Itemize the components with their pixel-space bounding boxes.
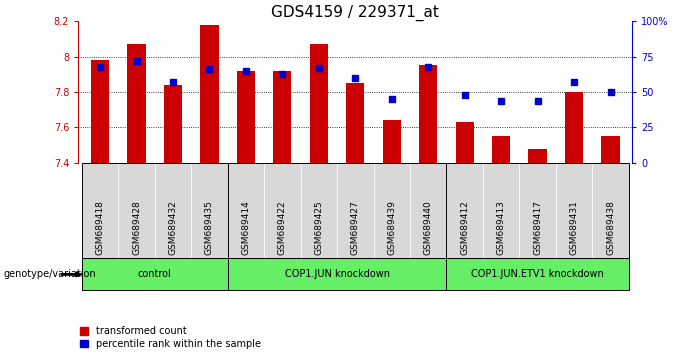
Text: COP1.JUN knockdown: COP1.JUN knockdown bbox=[284, 269, 390, 279]
Text: COP1.JUN.ETV1 knockdown: COP1.JUN.ETV1 knockdown bbox=[471, 269, 604, 279]
Text: GSM689431: GSM689431 bbox=[570, 200, 579, 255]
Text: control: control bbox=[138, 269, 171, 279]
Text: GSM689435: GSM689435 bbox=[205, 200, 214, 255]
Bar bbox=[419, 65, 437, 163]
Bar bbox=[273, 71, 292, 163]
Bar bbox=[201, 25, 218, 163]
Text: GSM689432: GSM689432 bbox=[169, 200, 177, 255]
Text: GSM689427: GSM689427 bbox=[351, 200, 360, 255]
Bar bbox=[528, 149, 547, 163]
Bar bbox=[565, 92, 583, 163]
Text: genotype/variation: genotype/variation bbox=[3, 269, 96, 279]
Text: GSM689440: GSM689440 bbox=[424, 200, 432, 255]
Legend: transformed count, percentile rank within the sample: transformed count, percentile rank withi… bbox=[80, 326, 261, 349]
Text: GSM689438: GSM689438 bbox=[606, 200, 615, 255]
Text: GSM689414: GSM689414 bbox=[241, 200, 250, 255]
Text: GSM689412: GSM689412 bbox=[460, 200, 469, 255]
Bar bbox=[127, 44, 146, 163]
Bar bbox=[346, 83, 364, 163]
Text: GSM689428: GSM689428 bbox=[132, 200, 141, 255]
Title: GDS4159 / 229371_at: GDS4159 / 229371_at bbox=[271, 5, 439, 21]
Text: GSM689418: GSM689418 bbox=[96, 200, 105, 255]
Bar bbox=[164, 85, 182, 163]
Bar bbox=[601, 136, 619, 163]
Bar bbox=[309, 44, 328, 163]
Text: GSM689439: GSM689439 bbox=[388, 200, 396, 255]
Bar bbox=[383, 120, 401, 163]
Text: GSM689417: GSM689417 bbox=[533, 200, 542, 255]
Text: GSM689413: GSM689413 bbox=[496, 200, 506, 255]
Bar bbox=[237, 71, 255, 163]
Text: GSM689425: GSM689425 bbox=[314, 200, 323, 255]
Bar bbox=[492, 136, 510, 163]
Bar bbox=[91, 60, 109, 163]
Text: GSM689422: GSM689422 bbox=[278, 200, 287, 255]
Bar bbox=[456, 122, 474, 163]
